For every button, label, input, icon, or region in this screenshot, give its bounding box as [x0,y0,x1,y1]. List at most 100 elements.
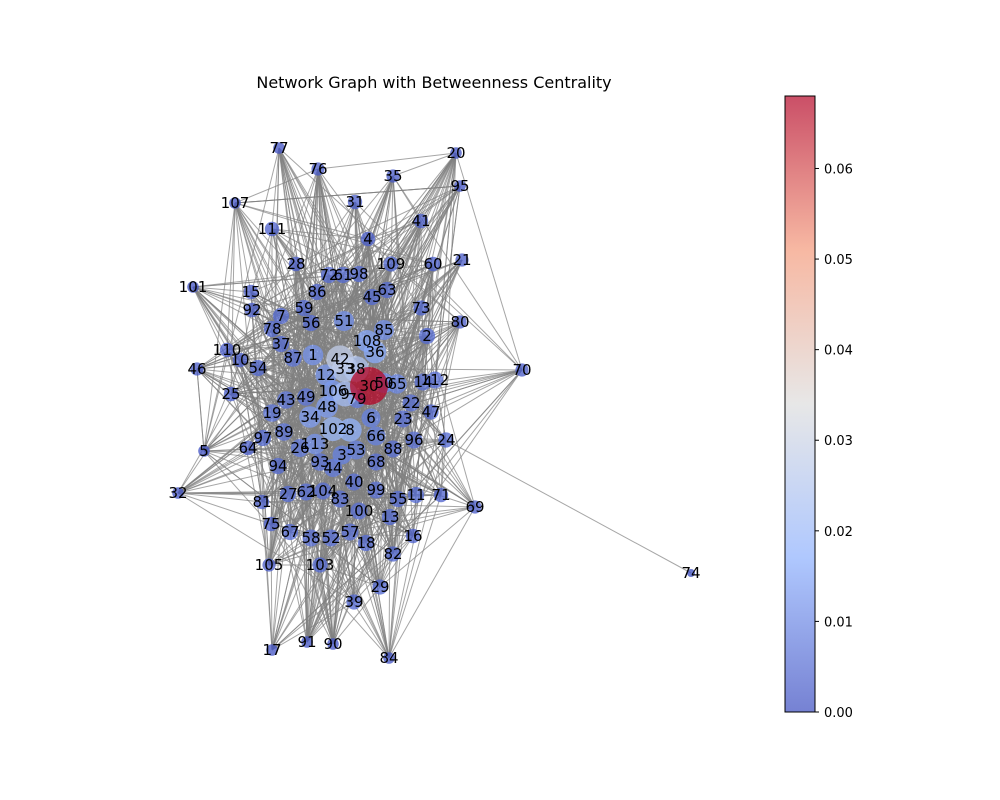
node-22 [402,394,420,412]
node-label-46: 46 [187,360,206,378]
node-35 [386,169,400,183]
edge [234,168,319,204]
edge [322,369,523,492]
node-label-100: 100 [345,502,374,520]
edge [455,152,523,371]
node-81 [254,494,270,510]
edge [196,368,205,452]
node-39 [346,594,362,610]
node-label-84: 84 [379,649,398,667]
edge [366,185,461,342]
edge [226,220,422,351]
node-label-20: 20 [446,144,465,162]
node-label-42: 42 [330,350,349,368]
node-label-14: 14 [413,373,432,391]
node-label-70: 70 [512,361,531,379]
edge [292,263,297,359]
edge [239,359,279,467]
node-7 [272,307,290,325]
node-100 [350,502,368,520]
node-18 [357,534,375,552]
node-label-53: 53 [346,441,365,459]
node-56 [302,314,320,332]
edge [270,523,332,539]
edge [388,402,412,659]
node-label-78: 78 [262,320,281,338]
edge [390,263,461,323]
node-label-79: 79 [347,390,366,408]
edge [358,175,394,275]
node-label-9: 9 [340,385,350,403]
node-label-112: 112 [421,371,450,389]
edge [358,439,415,512]
edge [196,368,264,439]
node-label-50: 50 [374,374,393,392]
node-label-38: 38 [346,360,365,378]
node-59 [295,299,313,317]
node-label-2: 2 [422,327,432,345]
node-82 [385,546,401,562]
edge [392,152,457,177]
colorbar-tick-label: 0.00 [824,706,853,721]
node-label-80: 80 [450,313,469,331]
edge [226,307,422,351]
node-label-66: 66 [366,427,385,445]
node-23 [394,410,412,428]
edge [234,202,263,503]
node-label-95: 95 [450,177,469,195]
colorbar-tick-label: 0.02 [824,525,853,540]
edge [234,185,461,204]
node-label-55: 55 [388,490,407,508]
node-1 [302,344,324,366]
node-label-49: 49 [296,388,315,406]
node-label-57: 57 [340,523,359,541]
node-label-6: 6 [366,409,376,427]
edge [413,439,476,508]
colorbar-tick-label: 0.04 [824,344,853,359]
node-27 [279,485,297,503]
node-label-1: 1 [308,346,318,364]
node-label-62: 62 [296,483,315,501]
edge [388,516,391,659]
edge [192,274,344,288]
node-102 [320,416,346,442]
node-73 [413,300,429,316]
node-label-29: 29 [370,578,389,596]
node-label-24: 24 [436,431,455,449]
node-label-109: 109 [377,255,406,273]
node-71 [433,487,449,503]
edge [434,379,447,441]
node-label-10: 10 [230,351,249,369]
edge [306,411,432,643]
node-19 [263,404,281,422]
node-2 [418,327,436,345]
edge [177,492,272,525]
colorbar-gradient [785,96,815,712]
edge [226,349,312,539]
edge [271,494,442,651]
node-47 [423,404,439,420]
node-label-102: 102 [319,420,348,438]
edge [203,450,390,659]
edge [271,263,392,651]
node-24 [438,432,454,448]
node-57 [341,523,359,541]
colorbar-ticks: 0.00 0.01 0.02 0.03 0.04 0.05 0.06 [815,162,853,721]
node-60 [425,256,441,272]
node-112 [426,371,444,389]
node-43 [277,391,295,409]
edge [234,202,434,265]
node-label-81: 81 [252,493,271,511]
node-label-71: 71 [431,486,450,504]
edge [247,447,291,533]
node-label-3: 3 [337,446,347,464]
node-label-16: 16 [403,527,422,545]
node-10 [232,352,248,368]
node-label-60: 60 [423,255,442,273]
edge [390,263,394,555]
node-label-89: 89 [274,423,293,441]
node-label-45: 45 [362,288,381,306]
node-label-5: 5 [199,442,209,460]
node-label-18: 18 [356,534,375,552]
edge [268,396,307,566]
